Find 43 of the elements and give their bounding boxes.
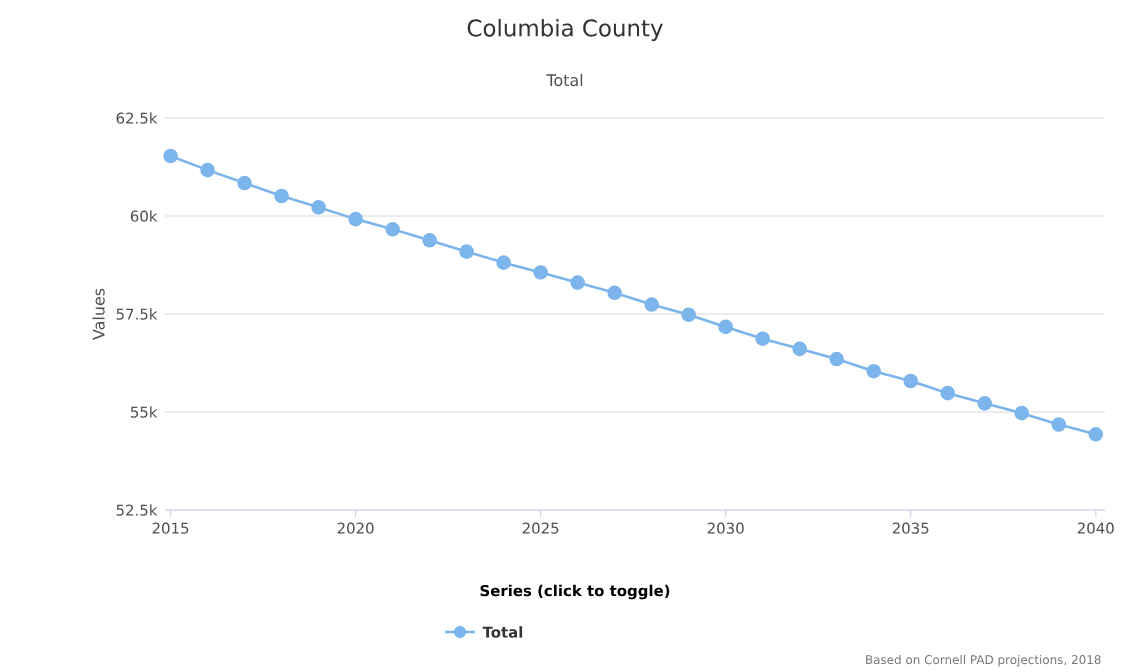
text: Based on Cornell PAD projections, 2018 [866, 654, 1101, 667]
point [644, 297, 659, 312]
legend-label: Total [482, 626, 523, 638]
y-axis-title: Values [92, 288, 105, 340]
point [866, 363, 882, 379]
point [533, 265, 548, 280]
point [977, 396, 993, 411]
y-tick-label: 55k [130, 406, 158, 418]
point [459, 244, 474, 259]
point [903, 373, 919, 389]
point [311, 200, 326, 215]
chart-subtitle: Total [546, 73, 583, 87]
point [718, 319, 733, 335]
y-tick-label: 52.5k [116, 504, 158, 516]
y-tick-label: 60k [130, 210, 158, 222]
x-tick-label: 2035 [892, 522, 929, 534]
point [496, 255, 511, 270]
point [1088, 427, 1104, 442]
x-tick-label: 2015 [152, 522, 189, 534]
point [237, 175, 252, 191]
x-tick-label: 2025 [522, 522, 559, 534]
point [274, 188, 289, 204]
legend-title: Series (click to toggle) [480, 584, 670, 600]
x-tick-label: 2040 [1077, 522, 1114, 534]
point [570, 275, 585, 290]
point [607, 285, 622, 301]
point [681, 307, 696, 323]
point [829, 351, 845, 367]
y-tick-label: 62.5k [116, 112, 158, 124]
point [348, 211, 363, 227]
x-tick-label: 2020 [337, 522, 374, 534]
point [1051, 417, 1067, 432]
x-tick-label: 2030 [707, 522, 744, 534]
y-tick-label: 57.5k [116, 308, 158, 320]
point [792, 341, 807, 357]
point [755, 331, 770, 346]
chart-title: Columbia County [467, 18, 663, 42]
point [163, 148, 178, 164]
point [422, 232, 437, 248]
point [940, 385, 956, 401]
point [1014, 405, 1030, 421]
point [200, 162, 215, 178]
point [385, 222, 400, 237]
